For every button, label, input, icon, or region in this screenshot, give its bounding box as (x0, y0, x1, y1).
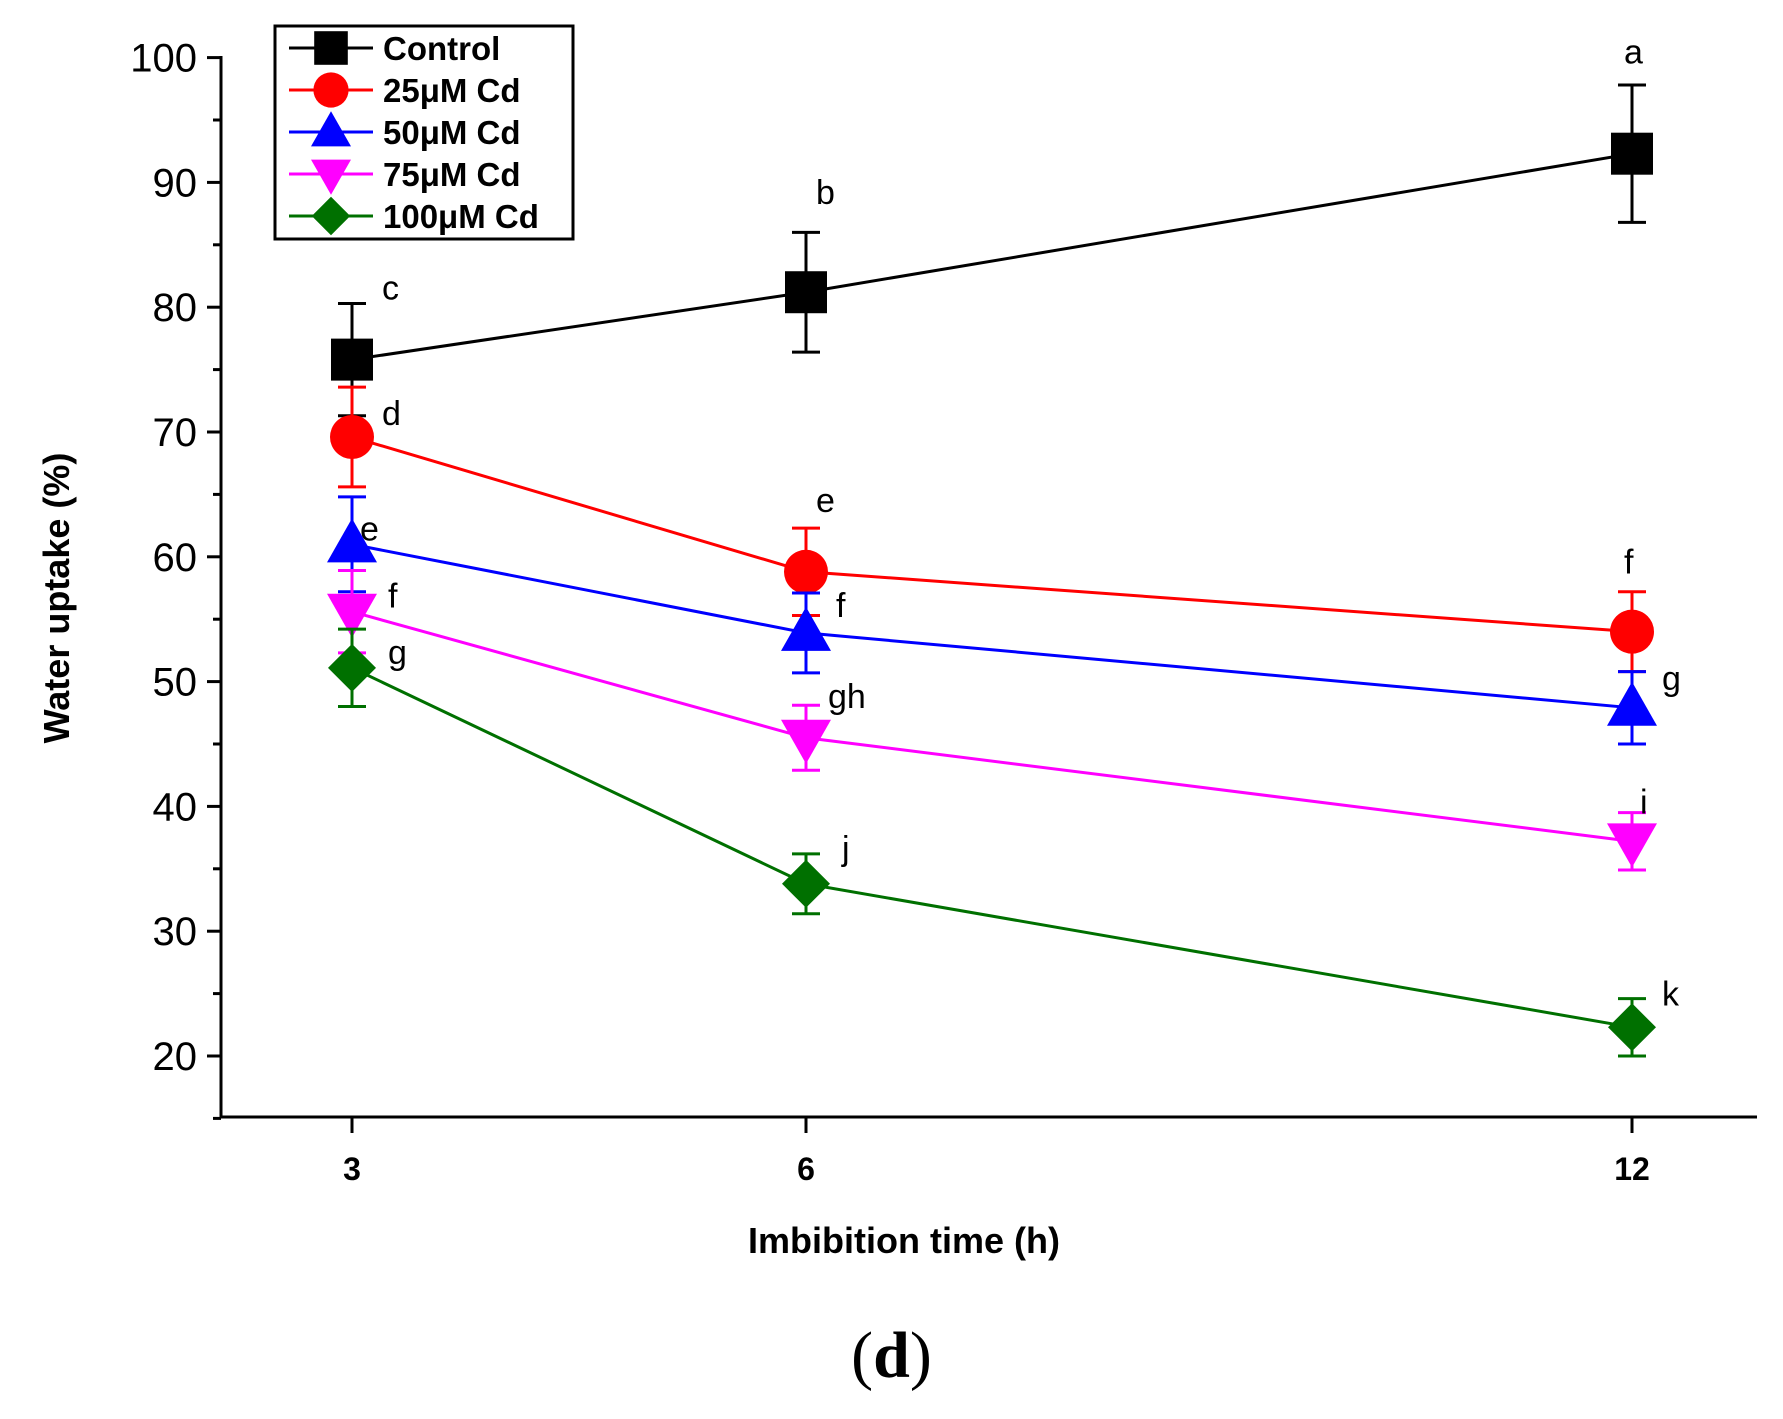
data-point (785, 271, 827, 314)
legend-label: Control (383, 30, 500, 67)
series-25-m-cd: def (330, 385, 1654, 674)
series-line (351, 435, 1633, 634)
series-control: c b a (331, 34, 1653, 418)
data-point (330, 414, 374, 459)
significance-letter: f (1624, 544, 1634, 582)
legend-marker (311, 111, 351, 147)
significance-letter: gh (828, 678, 866, 716)
x-tick-label: 6 (797, 1151, 815, 1187)
legend-label: 50μM Cd (383, 114, 521, 151)
data-point (781, 606, 831, 651)
significance-letter: b (816, 174, 835, 212)
significance-letter: k (1662, 975, 1680, 1013)
series-100-m-cd: g j k (328, 627, 1680, 1058)
panel-label: (d) (851, 1319, 932, 1392)
data-point (1608, 1003, 1656, 1052)
data-point (331, 338, 373, 381)
y-tick-label: 70 (153, 411, 198, 455)
series-line (351, 666, 1633, 1029)
x-axis-title: Imbibition time (h) (748, 1220, 1060, 1261)
y-tick-label: 50 (153, 661, 198, 705)
significance-letter: d (382, 395, 401, 433)
data-point (781, 719, 831, 764)
significance-letter: a (1624, 34, 1643, 72)
significance-letter: j (841, 830, 850, 868)
y-tick-label: 60 (153, 536, 198, 580)
y-tick-label: 20 (153, 1035, 198, 1079)
y-tick-label: 80 (153, 286, 198, 330)
legend: Control 25μM Cd 50μM Cd 75μM Cd 100μM Cd (273, 24, 575, 241)
significance-letter: c (382, 270, 399, 308)
significance-letter: i (1640, 783, 1648, 821)
significance-letter: f (836, 587, 846, 625)
legend-item: 50μM Cd (289, 111, 521, 151)
significance-letter: g (388, 634, 407, 672)
significance-letter: e (360, 510, 379, 548)
series-50-m-cd: efg (327, 495, 1681, 746)
series-75-m-cd: f gh i (327, 569, 1657, 872)
data-point (1607, 823, 1657, 868)
legend-item: 75μM Cd (289, 156, 521, 195)
data-point (327, 593, 377, 638)
data-point (328, 643, 376, 692)
legend-marker (313, 72, 349, 108)
legend-label: 75μM Cd (383, 156, 521, 193)
legend-marker (314, 31, 348, 65)
y-tick-label: 90 (153, 161, 198, 205)
legend-item: 100μM Cd (289, 196, 539, 236)
legend-marker (311, 159, 351, 195)
data-point (327, 518, 377, 563)
significance-letter: g (1662, 660, 1681, 698)
y-tick-label: 100 (130, 37, 197, 81)
data-point (1607, 681, 1657, 726)
legend-item: 25μM Cd (289, 72, 521, 109)
series-line (351, 542, 1633, 710)
x-tick-label: 3 (343, 1151, 361, 1187)
significance-letter: f (388, 578, 398, 616)
series-line (351, 610, 1633, 843)
x-tick-label: 12 (1614, 1151, 1650, 1187)
data-point (1610, 609, 1654, 654)
data-point (1611, 132, 1653, 175)
panel-label-letter: d (873, 1319, 910, 1392)
y-tick-label: 30 (153, 910, 198, 954)
axes: 20 30 40 50 60 70 80 90 100 3 6 12 Imbibition time (… (36, 37, 1757, 1261)
y-tick-label: 40 (153, 785, 198, 829)
y-axis-title: Water uptake (%) (36, 453, 77, 744)
legend-label: 100μM Cd (383, 198, 539, 235)
legend-item: Control (289, 30, 500, 67)
data-point (782, 859, 830, 908)
legend-label: 25μM Cd (383, 72, 521, 109)
significance-letter: e (816, 482, 835, 520)
data-point (784, 549, 828, 594)
